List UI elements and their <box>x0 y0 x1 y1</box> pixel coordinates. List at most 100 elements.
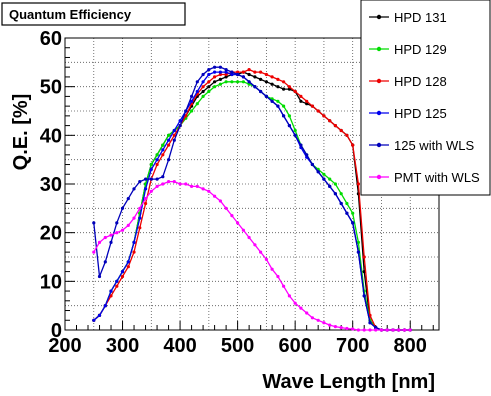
data-point <box>276 104 280 108</box>
data-point <box>213 85 217 89</box>
data-point <box>270 75 274 79</box>
data-point <box>224 68 228 72</box>
data-point <box>120 270 125 274</box>
data-point <box>167 180 171 184</box>
x-axis-label: Wave Length [nm] <box>262 371 435 393</box>
data-point <box>190 94 194 98</box>
series-group <box>92 180 412 332</box>
data-point <box>149 167 153 171</box>
y-tick-label: 30 <box>40 174 62 196</box>
data-point <box>264 72 268 77</box>
data-point <box>115 279 119 283</box>
data-point <box>144 197 148 201</box>
data-point <box>115 231 119 235</box>
data-point <box>241 70 245 74</box>
data-point <box>172 138 176 142</box>
data-point <box>184 114 188 118</box>
data-point <box>305 102 309 106</box>
data-point <box>120 274 125 279</box>
data-point <box>167 158 171 162</box>
data-point <box>253 243 257 247</box>
legend-label: PMT with WLS <box>394 170 480 185</box>
data-point <box>276 85 280 89</box>
data-point <box>270 99 274 103</box>
data-point <box>218 72 222 77</box>
data-point <box>247 235 251 240</box>
data-point <box>132 250 136 254</box>
title-frame <box>1 2 186 26</box>
legend-swatch-marker <box>376 174 382 180</box>
data-point <box>276 99 280 103</box>
data-point <box>287 85 291 89</box>
legend-swatch-marker <box>376 46 382 52</box>
data-point <box>345 201 349 206</box>
data-point <box>305 311 309 315</box>
data-point <box>201 187 205 191</box>
data-point <box>397 328 401 332</box>
y-tick-label: 20 <box>40 223 62 245</box>
data-point <box>132 187 136 191</box>
data-point <box>299 99 303 103</box>
data-point <box>236 72 240 77</box>
data-point <box>155 177 159 181</box>
y-tick-label: 40 <box>40 125 62 147</box>
data-point <box>282 284 286 288</box>
data-point <box>155 153 159 157</box>
data-point <box>391 328 395 332</box>
data-point <box>115 221 119 225</box>
data-point <box>241 228 245 232</box>
grid-lines <box>65 38 439 330</box>
data-point <box>333 325 337 329</box>
data-point <box>362 328 366 332</box>
data-point <box>299 143 303 147</box>
data-point <box>190 99 194 103</box>
series-lines <box>92 65 412 332</box>
data-point <box>190 184 194 188</box>
data-point <box>322 114 326 118</box>
data-point <box>207 85 211 89</box>
data-point <box>172 133 176 137</box>
data-point <box>161 143 165 147</box>
x-tick-label: 500 <box>221 335 254 357</box>
data-point <box>207 72 211 77</box>
data-point <box>374 326 378 330</box>
data-point <box>282 114 286 118</box>
data-point <box>126 260 130 264</box>
data-point <box>310 316 314 320</box>
data-point <box>305 99 309 103</box>
data-point <box>132 216 136 220</box>
data-point <box>236 70 240 74</box>
data-point <box>126 265 130 269</box>
data-point <box>333 192 337 196</box>
data-point <box>385 328 389 332</box>
data-point <box>97 313 102 317</box>
data-point <box>172 128 176 133</box>
data-point <box>345 211 349 215</box>
data-point <box>293 89 297 94</box>
data-point <box>339 192 343 196</box>
data-point <box>339 326 343 330</box>
data-point <box>97 274 102 279</box>
data-point <box>236 80 240 84</box>
data-point <box>184 182 188 186</box>
data-point <box>264 94 268 98</box>
data-point <box>178 124 182 128</box>
data-point <box>207 189 211 193</box>
data-point <box>218 70 222 74</box>
data-point <box>109 289 113 293</box>
data-point <box>316 170 320 174</box>
y-tick-label: 0 <box>51 320 62 342</box>
data-point <box>201 80 205 84</box>
data-point <box>224 72 228 77</box>
legend-label: HPD 128 <box>394 74 447 89</box>
data-point <box>126 197 130 201</box>
data-point <box>333 182 337 186</box>
x-tick-label: 200 <box>48 335 81 357</box>
data-point <box>293 133 297 137</box>
data-point <box>322 177 326 181</box>
data-point <box>213 75 217 79</box>
data-point <box>172 180 176 184</box>
data-point <box>293 128 297 133</box>
data-point <box>138 206 142 210</box>
data-point <box>155 162 159 167</box>
